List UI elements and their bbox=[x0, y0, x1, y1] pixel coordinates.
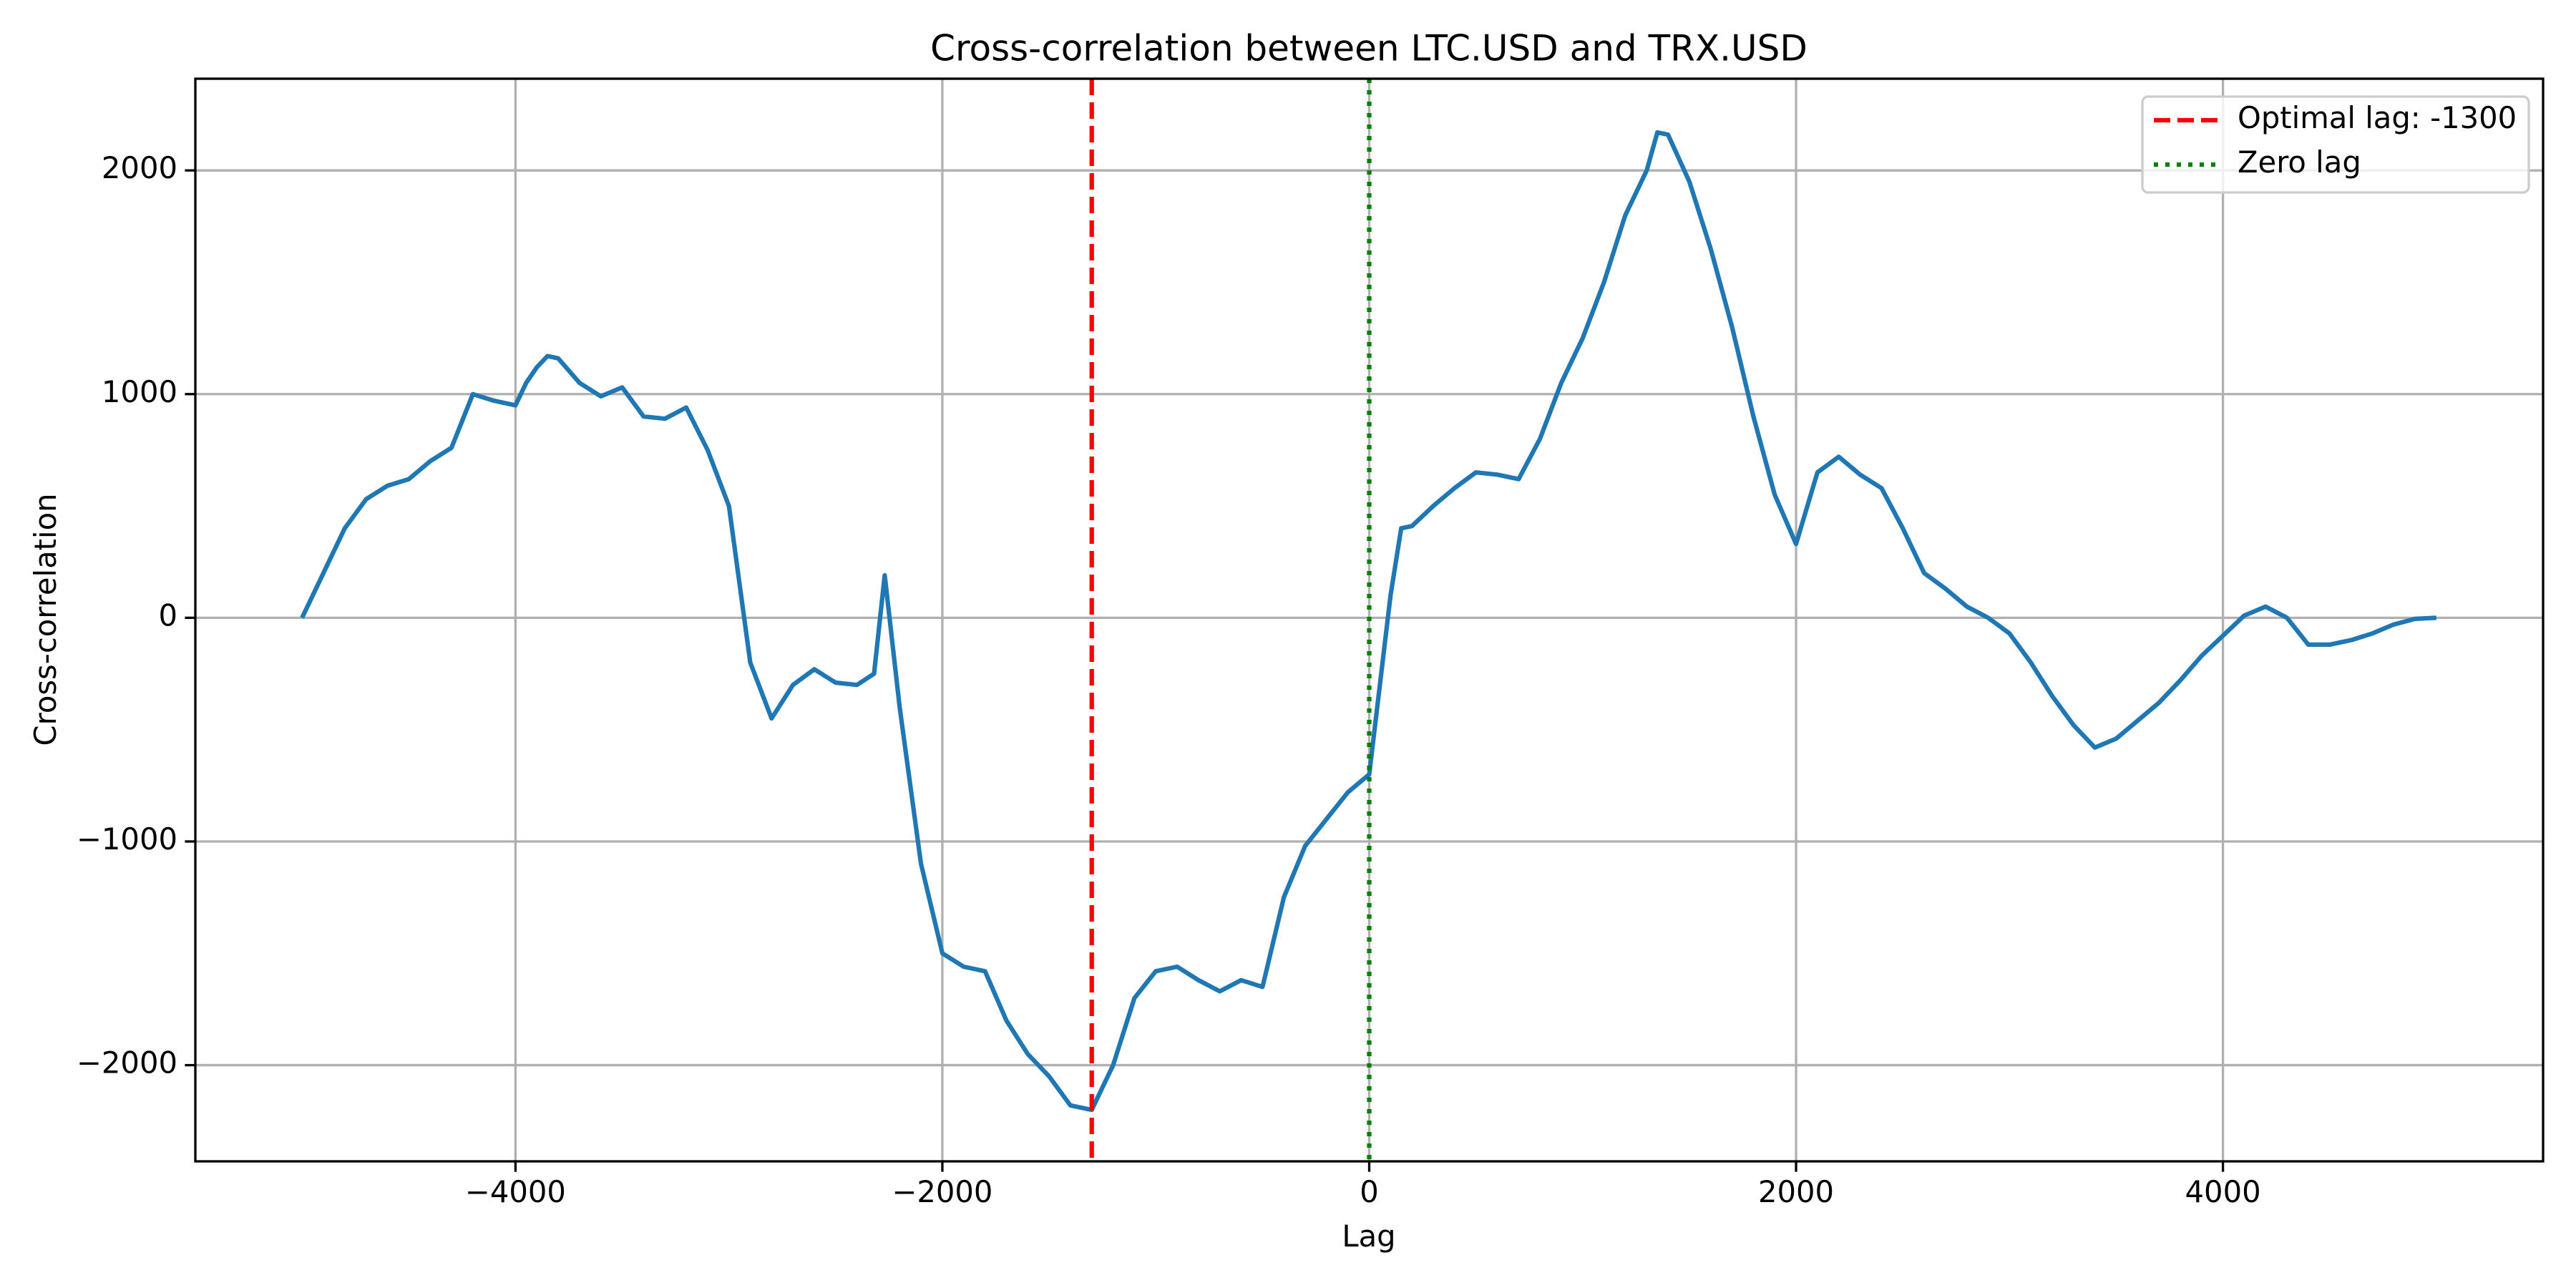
x-axis-label: Lag bbox=[1342, 1219, 1395, 1254]
chart-title: Cross-correlation between LTC.USD and TR… bbox=[930, 28, 1807, 69]
x-tick-label: 0 bbox=[1360, 1174, 1379, 1209]
line bbox=[300, 130, 2437, 1113]
legend-box bbox=[2141, 95, 2530, 194]
x-tick-label: −2000 bbox=[892, 1174, 992, 1209]
y-tick-label: −2000 bbox=[77, 1045, 177, 1080]
y-tick-label: 1000 bbox=[102, 374, 177, 409]
y-tick-label: −1000 bbox=[77, 821, 177, 857]
y-axis-label: Cross-correlation bbox=[28, 494, 63, 746]
x-tick-label: 4000 bbox=[2185, 1174, 2261, 1209]
x-tick-label: −4000 bbox=[465, 1174, 566, 1209]
x-tick-label: 2000 bbox=[1758, 1174, 1834, 1209]
plot-frame bbox=[194, 77, 2545, 1163]
legend-label: Zero lag bbox=[2238, 145, 2361, 180]
legend-label: Optimal lag: -1300 bbox=[2238, 100, 2517, 135]
y-tick-label: 2000 bbox=[102, 150, 177, 185]
y-tick-label: 0 bbox=[158, 597, 177, 633]
